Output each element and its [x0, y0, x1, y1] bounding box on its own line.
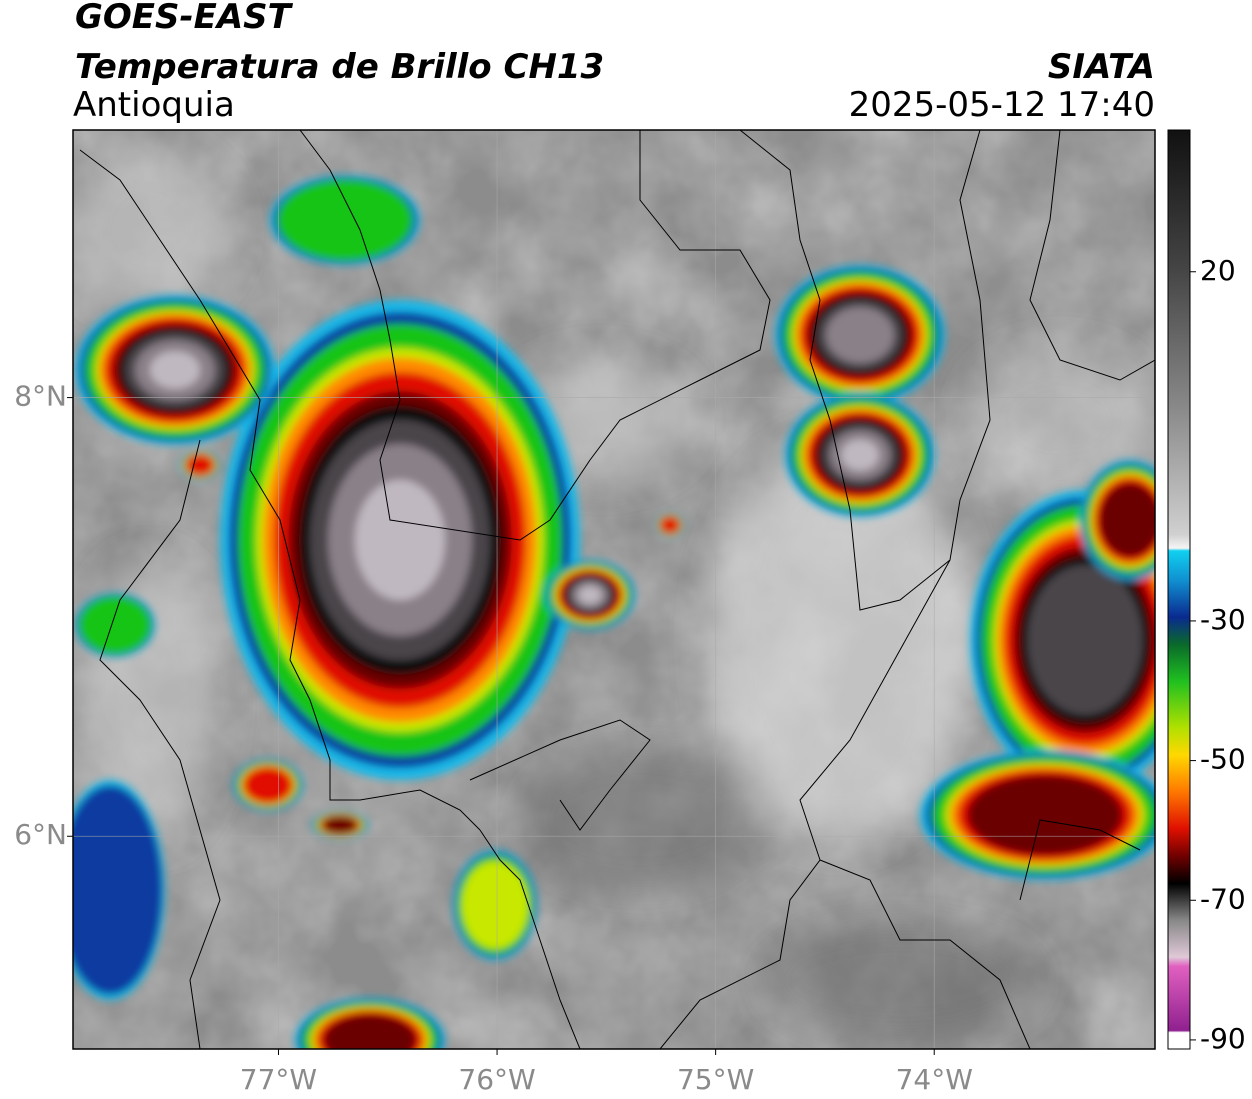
- axis-ticks: 77°W 76°W 75°W 74°W 6°N 8°N: [14, 380, 973, 1096]
- storm-layer: [826, 307, 894, 363]
- storm-layer: [461, 861, 529, 949]
- colorbar-tick-label: -70: [1200, 882, 1246, 915]
- colorbar: [1167, 129, 1191, 1050]
- grid: [73, 130, 1155, 1049]
- storm-layer: [1099, 482, 1155, 558]
- colorbar-ticks: 20 -30 -50 -70 -90: [1190, 254, 1246, 1055]
- storm-layer: [660, 516, 680, 534]
- colorbar-tick-label: -50: [1200, 743, 1246, 776]
- storm-layer: [1027, 565, 1143, 715]
- x-tick-label: 74°W: [896, 1063, 973, 1096]
- agency: SIATA: [1048, 47, 1155, 87]
- storm-cells: [73, 175, 1155, 1049]
- colorbar-tick-label: 20: [1200, 254, 1236, 287]
- borders: [79, 130, 1155, 1049]
- x-tick-label: 76°W: [458, 1063, 535, 1096]
- storm-layer: [150, 351, 200, 389]
- storm-layer: [323, 1013, 417, 1049]
- timestamp: 2025-05-12 17:40: [849, 85, 1155, 125]
- map-area: [73, 130, 1155, 1049]
- x-tick-label: 77°W: [240, 1063, 317, 1096]
- map-frame: [72, 129, 1156, 1050]
- x-tick-label: 75°W: [677, 1063, 754, 1096]
- title: GOES-EAST: [75, 0, 294, 37]
- storm-layer: [243, 766, 293, 804]
- region: Antioquia: [73, 85, 235, 125]
- cloud-patches: [73, 150, 1150, 1040]
- storm-layer: [355, 480, 445, 600]
- subtitle: Temperatura de Brillo CH13: [75, 47, 604, 87]
- storm-layer: [967, 774, 1123, 856]
- storm-layer: [79, 596, 151, 654]
- storm-layer: [841, 439, 879, 471]
- y-tick-label: 6°N: [14, 818, 67, 851]
- storm-layer: [322, 816, 358, 834]
- colorbar-tick-label: -30: [1200, 603, 1246, 636]
- y-tick-label: 8°N: [14, 380, 67, 413]
- storm-layer: [186, 454, 214, 476]
- storm-layer: [578, 586, 602, 604]
- storm-layer: [277, 179, 413, 261]
- colorbar-tick-label: -90: [1200, 1022, 1246, 1055]
- storm-layer: [73, 785, 163, 995]
